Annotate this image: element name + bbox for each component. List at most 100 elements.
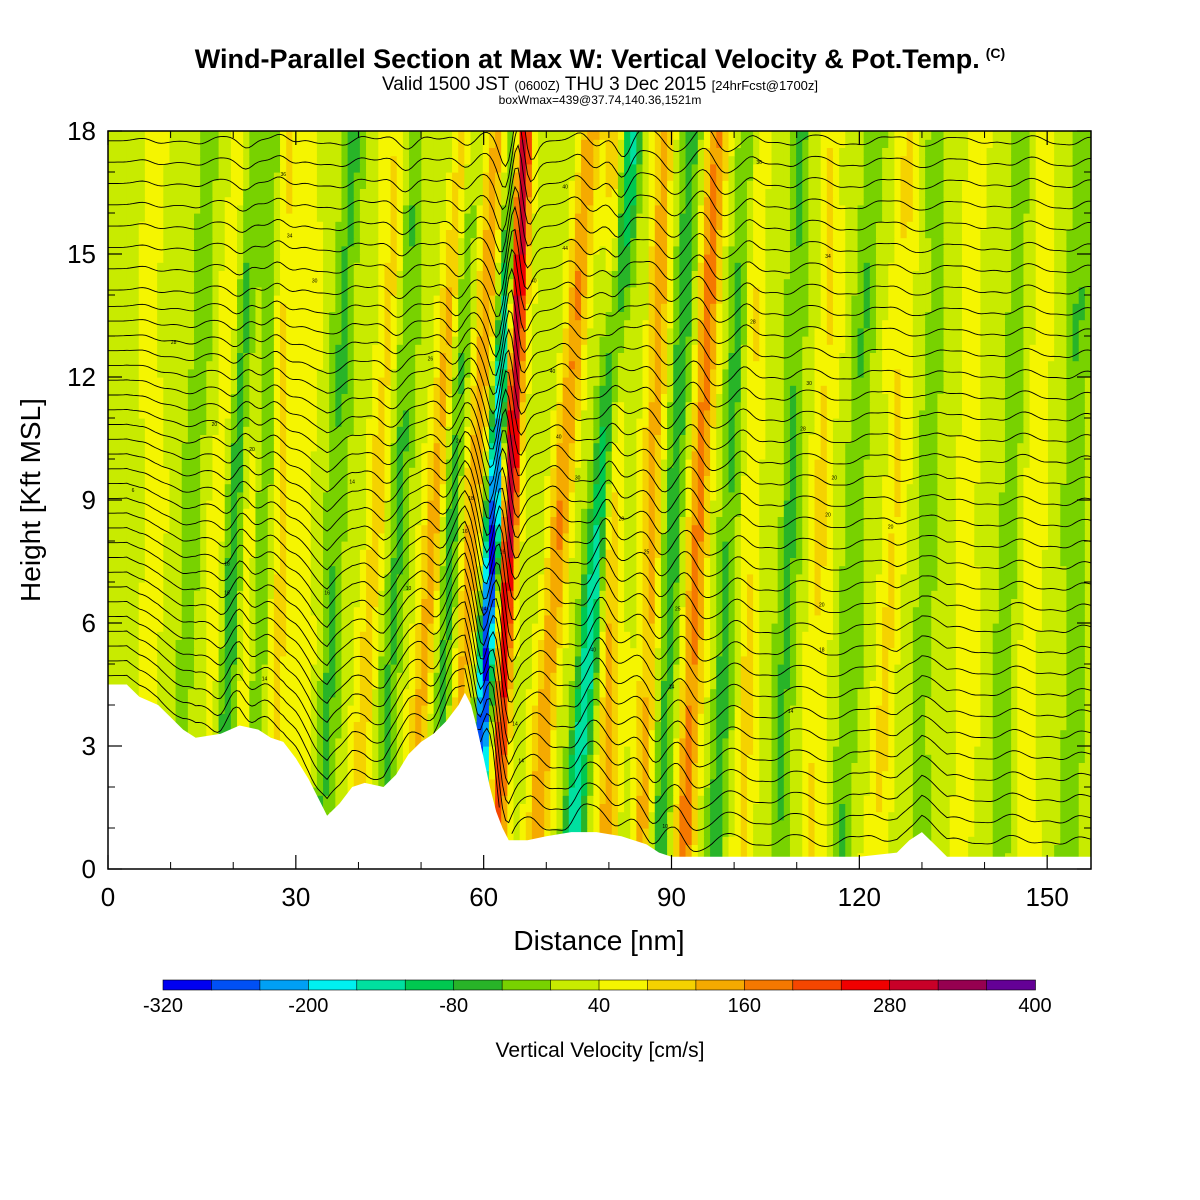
velocity-cell [482, 721, 490, 731]
velocity-cell [808, 623, 816, 632]
velocity-cell [1004, 639, 1012, 649]
velocity-cell [728, 819, 736, 829]
velocity-cell [937, 803, 945, 813]
velocity-cell [839, 696, 846, 706]
velocity-cell [734, 721, 742, 731]
velocity-cell [814, 664, 822, 673]
velocity-cell [716, 787, 723, 796]
velocity-cell [273, 655, 281, 665]
velocity-cell [673, 803, 680, 813]
velocity-cell [753, 737, 760, 747]
velocity-cell [1004, 803, 1012, 813]
velocity-cell [464, 623, 472, 632]
velocity-cell [648, 705, 656, 714]
velocity-cell [654, 623, 662, 632]
velocity-cell [648, 778, 656, 788]
velocity-cell [513, 803, 521, 813]
velocity-cell [439, 713, 447, 722]
velocity-cell [746, 778, 754, 788]
velocity-cell [593, 688, 601, 698]
velocity-cell [347, 778, 355, 788]
velocity-cell [857, 737, 865, 747]
velocity-cell [519, 811, 527, 821]
velocity-cell [568, 688, 576, 698]
velocity-cell [857, 828, 865, 837]
velocity-cell [519, 639, 527, 649]
velocity-cell [814, 844, 822, 854]
velocity-cell [759, 795, 766, 804]
velocity-cell [832, 631, 840, 640]
velocity-cell [937, 836, 945, 845]
velocity-cell [716, 803, 723, 813]
velocity-cell [679, 778, 687, 788]
velocity-cell [482, 664, 490, 673]
velocity-cell [679, 647, 687, 657]
velocity-cell [857, 778, 865, 788]
velocity-cell [808, 680, 816, 690]
velocity-cell [212, 664, 220, 673]
velocity-cell [482, 746, 490, 755]
velocity-cell [224, 680, 232, 690]
velocity-cell [341, 639, 349, 649]
velocity-cell [943, 631, 951, 640]
velocity-cell [1066, 680, 1074, 690]
velocity-cell [777, 713, 785, 722]
velocity-cell [980, 672, 988, 681]
velocity-cell [347, 705, 355, 714]
velocity-cell [771, 746, 779, 755]
velocity-cell [753, 647, 760, 657]
velocity-cell [1047, 762, 1055, 772]
velocity-cell [740, 737, 748, 747]
velocity-cell [280, 713, 287, 722]
velocity-cell [427, 729, 435, 739]
velocity-cell [900, 836, 908, 845]
velocity-cell [1072, 614, 1080, 624]
velocity-cell [378, 680, 386, 690]
velocity-cell [974, 803, 982, 813]
velocity-cell [931, 639, 938, 649]
velocity-cell [1004, 737, 1012, 747]
velocity-cell [949, 631, 957, 640]
velocity-cell [1041, 623, 1049, 632]
velocity-cell [771, 639, 779, 649]
velocity-cell [617, 688, 625, 698]
velocity-cell [286, 688, 293, 698]
velocity-cell [292, 737, 300, 747]
velocity-cell [771, 647, 779, 657]
velocity-cell [931, 737, 938, 747]
velocity-cell [1004, 778, 1012, 788]
velocity-cell [888, 795, 895, 804]
velocity-cell [1084, 795, 1091, 804]
velocity-cell [753, 778, 760, 788]
velocity-cell [617, 762, 625, 772]
velocity-cell [771, 762, 779, 772]
velocity-cell [525, 647, 533, 657]
velocity-cell [488, 614, 496, 624]
velocity-cell [882, 647, 889, 657]
velocity-cell [642, 647, 650, 657]
velocity-cell [857, 647, 865, 657]
velocity-cell [163, 696, 171, 706]
velocity-cell [980, 631, 988, 640]
velocity-cell [581, 770, 588, 780]
velocity-cell [888, 655, 895, 665]
velocity-cell [986, 729, 994, 739]
velocity-cell [1023, 614, 1031, 624]
velocity-cell [857, 729, 865, 739]
velocity-cell [679, 664, 687, 673]
velocity-cell [759, 647, 766, 657]
velocity-cell [568, 631, 576, 640]
velocity-cell [648, 819, 656, 829]
velocity-cell [1035, 836, 1043, 845]
velocity-cell [1072, 639, 1080, 649]
velocity-cell [900, 631, 908, 640]
valid-zulu: (0600Z) [514, 78, 560, 93]
velocity-cell [568, 705, 576, 714]
velocity-cell [703, 737, 711, 747]
velocity-cell [814, 737, 822, 747]
velocity-cell [273, 696, 281, 706]
velocity-cell [525, 729, 533, 739]
velocity-cell [482, 631, 490, 640]
velocity-cell [310, 631, 318, 640]
velocity-cell [415, 639, 422, 649]
